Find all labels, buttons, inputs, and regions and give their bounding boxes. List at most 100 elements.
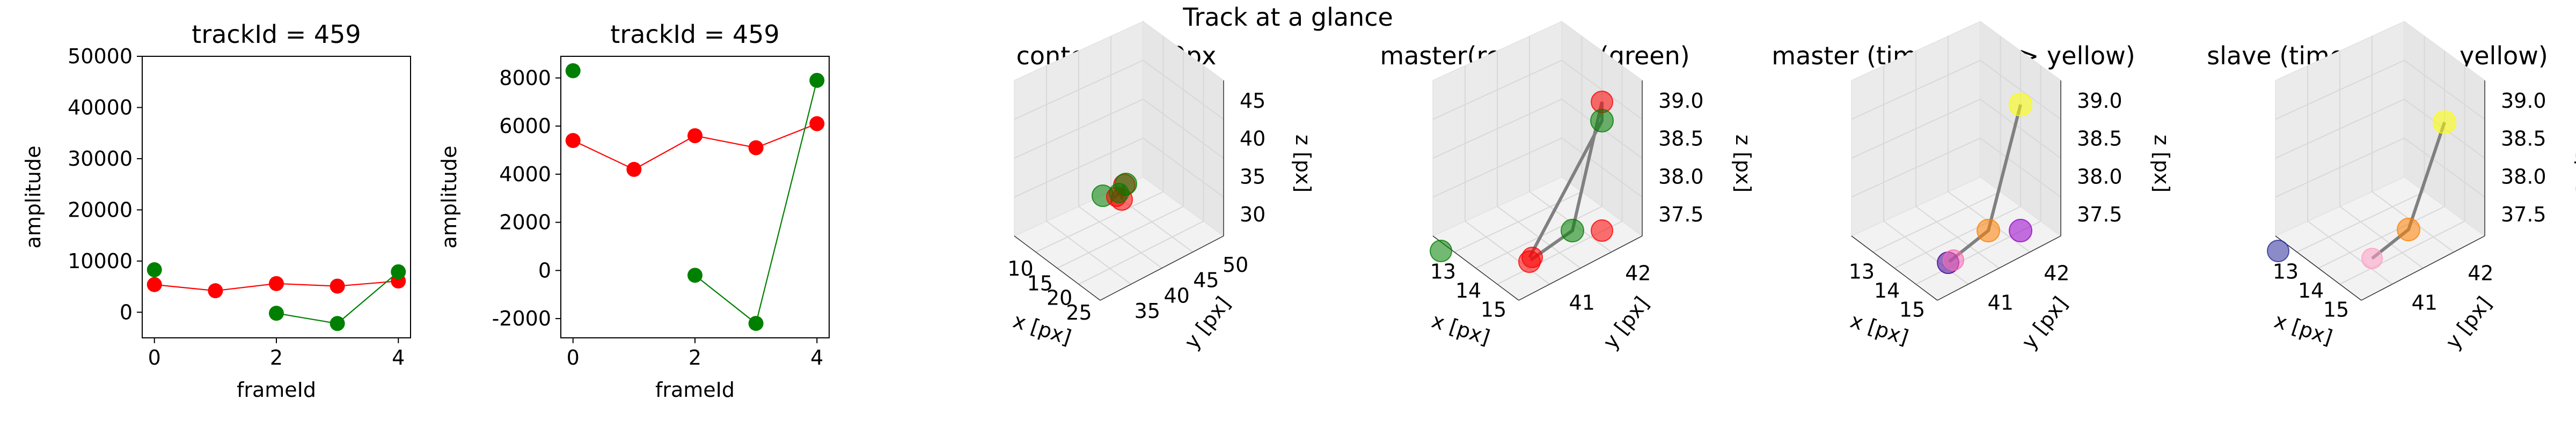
- y-axis-edge: [1937, 235, 2061, 301]
- data-point: [748, 140, 764, 156]
- z-tick-label: 35: [1240, 165, 1265, 188]
- z-tick-label: 38.5: [1658, 127, 1704, 151]
- x-axis-edge: [1014, 235, 1101, 301]
- y-axis-label: y [px]: [1598, 292, 1653, 353]
- y-tick-label: 50000: [68, 45, 133, 68]
- z-tick-label: 39.0: [1658, 89, 1704, 113]
- z-tick-label: 37.5: [1658, 203, 1704, 226]
- data-point: [1561, 219, 1584, 242]
- data-point: [330, 316, 345, 331]
- x-tick-label: 25: [1066, 301, 1092, 324]
- y-tick-label: 4000: [499, 162, 551, 186]
- x-tick-label: 15: [1899, 298, 1925, 321]
- data-point: [330, 278, 345, 294]
- y-tick-label: 42: [2044, 262, 2069, 285]
- y-tick-label: 50: [1223, 253, 1248, 277]
- data-point: [269, 276, 284, 291]
- z-tick-label: 45: [1240, 89, 1265, 113]
- y-tick-label: 41: [2412, 291, 2438, 314]
- x-axis-edge: [1851, 235, 1938, 301]
- data-point: [2009, 93, 2032, 116]
- data-point: [147, 277, 162, 292]
- data-point: [1521, 247, 1543, 268]
- y-tick-label: -2000: [492, 307, 551, 330]
- z-tick-label: 38.5: [2077, 127, 2123, 151]
- grid-line: [2275, 98, 2485, 159]
- y-tick-label: 41: [1988, 291, 2014, 314]
- data-point: [2361, 248, 2383, 269]
- data-point: [269, 306, 284, 321]
- amplitude-chart-2: trackId = 459 frameId amplitude 0 2 4 -2000 0 20…: [437, 20, 830, 402]
- grid-line: [2275, 137, 2485, 198]
- grid-line: [1851, 60, 2061, 120]
- y-tick-label: 8000: [499, 66, 551, 90]
- grid-line: [1432, 137, 1643, 198]
- data-point: [391, 264, 406, 279]
- data-point: [1977, 219, 2000, 242]
- z-tick-label: 40: [1240, 127, 1265, 151]
- data-point: [748, 316, 764, 331]
- x-axis-edge: [2275, 235, 2362, 301]
- x-axis-label: frameId: [237, 378, 316, 402]
- y-tick-label: 0: [120, 300, 133, 324]
- y-axis-label: amplitude: [21, 145, 45, 248]
- grid-line: [2339, 220, 2465, 285]
- plot-frame: [560, 56, 830, 338]
- z-tick-label: 30: [1240, 203, 1265, 226]
- z-tick-label: 39.0: [2077, 89, 2123, 113]
- data-point: [565, 133, 581, 149]
- y-tick-label: 2000: [499, 211, 551, 234]
- y-axis-label: y [px]: [2017, 292, 2072, 353]
- x-tick-label: 4: [810, 346, 823, 369]
- data-point: [687, 128, 702, 144]
- y-tick-label: 40: [1163, 284, 1189, 307]
- x-tick-label: 14: [2298, 279, 2324, 302]
- data-point: [2397, 218, 2420, 241]
- x-tick-label: 2: [689, 346, 701, 369]
- y-tick-label: 41: [1569, 291, 1595, 314]
- data-point: [1109, 183, 1129, 203]
- z-axis-label: z [px]: [1291, 135, 1315, 193]
- grid-line: [1851, 98, 2061, 159]
- y-tick-label: 10000: [68, 249, 133, 273]
- z-tick-label: 38.0: [2077, 165, 2123, 188]
- grid-line: [1915, 206, 2000, 269]
- x-tick-label: 2: [270, 346, 283, 369]
- grid-line: [1014, 98, 1224, 159]
- x-tick-label: 13: [1430, 260, 1456, 284]
- x-tick-label: 0: [567, 346, 580, 369]
- z-axis-label: z [px]: [1731, 135, 1755, 193]
- x-tick-label: 20: [1046, 286, 1072, 310]
- z-axis-label: z [px]: [2574, 135, 2576, 193]
- data-point: [1590, 109, 1614, 132]
- amplitude-chart-1: trackId = 459 frameId amplitude 0 2 4 0 10000 20…: [21, 20, 411, 402]
- data-point: [565, 63, 581, 78]
- y-axis-edge: [2361, 235, 2485, 301]
- data-point: [2009, 219, 2032, 242]
- y-axis-edge: [1518, 235, 1643, 301]
- grid-line: [1432, 60, 1643, 120]
- z-tick-label: 38.0: [2501, 165, 2546, 188]
- x-tick-label: 14: [1455, 279, 1481, 302]
- z-axis-label: z [px]: [2150, 135, 2174, 193]
- data-point: [687, 268, 702, 283]
- x-tick-label: 4: [392, 346, 405, 369]
- figure-suptitle: Track at a glance: [1182, 3, 1393, 32]
- z-tick-label: 39.0: [2501, 89, 2546, 113]
- y-tick-label: 45: [1193, 269, 1219, 292]
- z-tick-label: 38.5: [2501, 127, 2546, 151]
- data-point: [809, 116, 825, 131]
- y-axis-label: y [px]: [2441, 292, 2496, 353]
- y-tick-label: 20000: [68, 198, 133, 221]
- data-point: [1943, 249, 1964, 271]
- y-tick-label: 0: [538, 258, 551, 282]
- z-tick-label: 37.5: [2501, 203, 2546, 226]
- y-tick-label: 35: [1135, 299, 1160, 323]
- x-tick-label: 15: [2323, 298, 2349, 321]
- data-point: [208, 283, 223, 299]
- chart-title: trackId = 459: [192, 20, 361, 49]
- x-axis-label: x [px]: [1011, 309, 1074, 350]
